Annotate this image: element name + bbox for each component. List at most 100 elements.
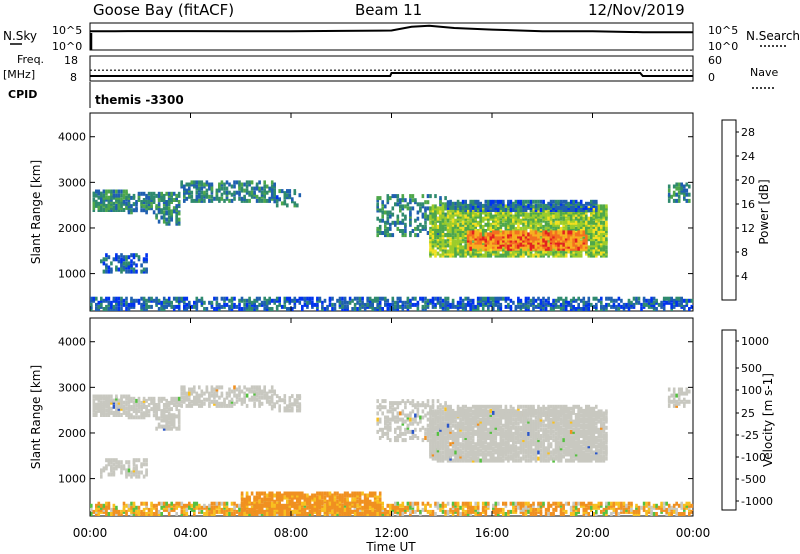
range-cell (245, 393, 249, 398)
range-cell (384, 296, 387, 301)
range-cell (489, 438, 493, 443)
range-cell (283, 394, 287, 399)
range-cell (100, 394, 103, 399)
freq-series-line (90, 72, 693, 77)
range-cell (210, 399, 214, 404)
range-cell (479, 232, 482, 237)
range-cell (451, 205, 455, 210)
range-cell (183, 385, 186, 390)
range-cell (466, 224, 470, 229)
range-cell (574, 251, 578, 256)
range-cell (245, 298, 249, 303)
range-cell (386, 216, 390, 221)
range-cell (552, 199, 555, 204)
range-cell (373, 296, 377, 301)
range-cell (524, 216, 528, 221)
range-cell (600, 237, 603, 242)
range-cell (270, 180, 274, 185)
range-cell (481, 440, 485, 445)
range-cell (175, 398, 178, 403)
range-cell (424, 296, 427, 301)
range-cell (672, 304, 676, 309)
range-cell (381, 307, 384, 311)
range-cell (459, 296, 462, 301)
range-cell (105, 394, 108, 399)
range-cell (532, 238, 535, 243)
range-cell (481, 425, 485, 430)
range-cell (431, 444, 435, 449)
range-cell (177, 200, 181, 204)
range-cell (198, 192, 201, 197)
range-cell (529, 208, 533, 212)
range-cell (152, 396, 156, 401)
range-cell (137, 396, 141, 401)
range-cell (547, 251, 550, 256)
range-cell (474, 444, 477, 449)
range-cell (110, 410, 113, 415)
range-cell (522, 226, 525, 231)
range-cell (431, 212, 435, 217)
range-cell (461, 444, 465, 449)
range-cell (494, 440, 498, 445)
range-cell (308, 296, 312, 301)
range-cell (162, 426, 166, 431)
range-cell (574, 232, 578, 237)
range-cell (441, 220, 445, 225)
range-cell (223, 186, 226, 191)
range-cell (220, 186, 224, 191)
colorbar-tick-label: 28 (741, 126, 755, 139)
range-cell (665, 300, 668, 305)
range-cell (675, 302, 678, 307)
range-cell (130, 413, 133, 418)
range-cell (590, 251, 593, 256)
range-cell (218, 182, 221, 187)
range-cell (117, 413, 121, 417)
freq-label: Freq. (17, 53, 44, 66)
range-cell (215, 302, 219, 307)
range-cell (461, 245, 465, 250)
range-cell (250, 389, 254, 394)
range-cell (667, 198, 671, 203)
range-cell (92, 413, 96, 417)
range-cell (582, 203, 586, 208)
range-cell (469, 203, 472, 208)
range-cell (145, 411, 148, 416)
range-cell (504, 304, 508, 309)
range-cell (502, 222, 505, 227)
range-cell (160, 411, 163, 416)
range-cell (426, 399, 430, 404)
range-cell (107, 307, 111, 311)
range-cell (567, 212, 570, 217)
range-cell (602, 224, 606, 229)
range-cell (140, 302, 143, 307)
range-cell (97, 201, 101, 206)
scatter-region-6 (376, 399, 450, 443)
range-cell (497, 242, 500, 247)
range-cell (127, 265, 131, 270)
range-cell (439, 417, 442, 422)
range-cell (386, 423, 390, 428)
range-cell (597, 239, 601, 244)
range-cell (125, 257, 128, 262)
range-cell (142, 302, 146, 307)
range-cell (582, 216, 586, 221)
range-cell (587, 237, 591, 242)
range-cell (283, 406, 287, 411)
range-cell (258, 186, 261, 191)
range-cell (479, 229, 482, 233)
range-cell (391, 417, 395, 422)
range-cell (122, 261, 126, 266)
range-cell (559, 238, 563, 243)
range-cell (132, 202, 136, 207)
range-cell (552, 218, 555, 223)
range-cell (105, 263, 108, 268)
range-cell (265, 298, 269, 303)
range-cell (215, 296, 219, 301)
range-cell (341, 307, 344, 311)
range-cell (487, 253, 490, 258)
range-cell (602, 247, 606, 252)
range-cell (394, 407, 397, 412)
range-cell (215, 399, 219, 404)
range-cell (461, 229, 465, 233)
range-cell (549, 234, 553, 239)
